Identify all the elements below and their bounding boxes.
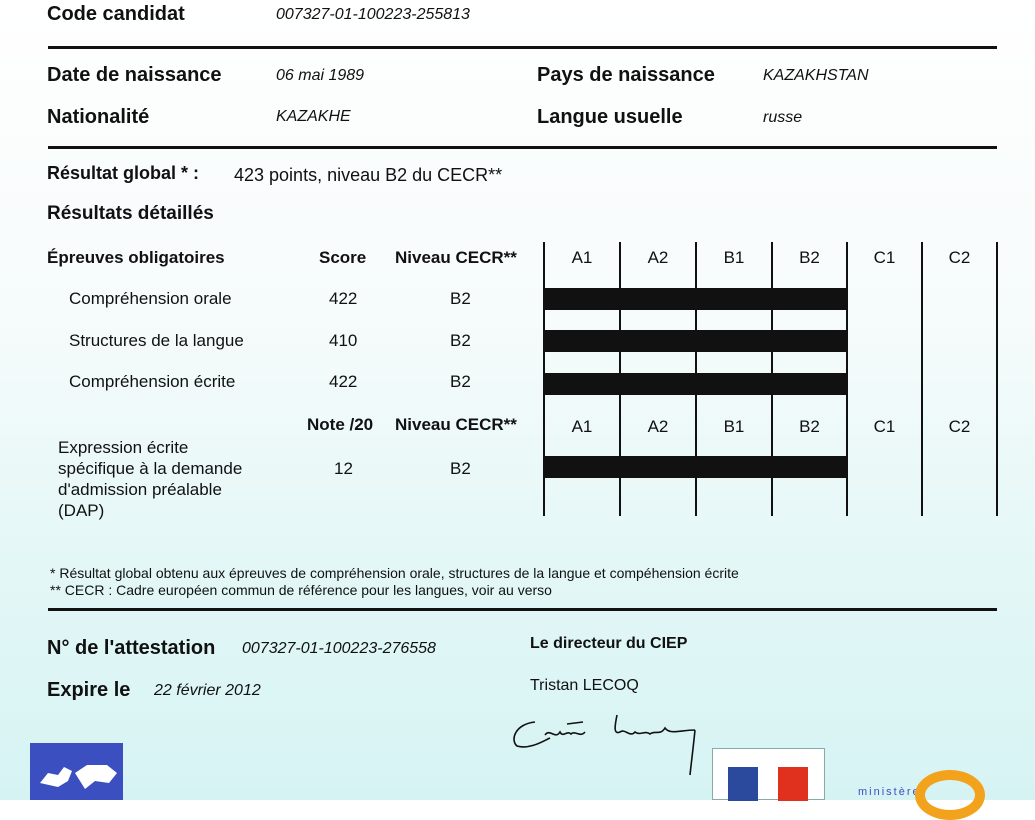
- row-score: 422: [329, 289, 358, 308]
- row-level: B2: [450, 331, 471, 350]
- expiry-value: 22 février 2012: [154, 682, 261, 699]
- ciep-logo: [30, 743, 123, 800]
- level-bar: [544, 330, 847, 352]
- director-name: Tristan LECOQ: [530, 677, 639, 694]
- divider: [48, 146, 997, 149]
- divider: [48, 608, 997, 611]
- level-label: A1: [571, 417, 593, 436]
- note-header: Note /20: [307, 415, 374, 434]
- expiry-label: Expire le: [47, 679, 131, 701]
- level-label: B2: [799, 417, 820, 436]
- level-label: A2: [647, 417, 669, 436]
- birth-date-value: 06 mai 1989: [276, 67, 365, 84]
- dap-name-line: Expression écrite: [58, 438, 189, 457]
- row-name: Compréhension écrite: [69, 372, 236, 391]
- level-label: A1: [571, 248, 593, 267]
- level-label: A2: [647, 248, 669, 267]
- level-label: C1: [873, 417, 896, 436]
- grid-line: [921, 242, 923, 516]
- dap-name: Expression écrite spécifique à la demand…: [58, 437, 242, 521]
- attestation-value: 007327-01-100223-276558: [242, 640, 436, 657]
- level-bar: [544, 288, 847, 310]
- row-score: 410: [329, 331, 358, 350]
- dap-note: 12: [334, 459, 353, 478]
- footnote: ** CECR : Cadre européen commun de référ…: [50, 582, 552, 598]
- dap-level: B2: [450, 459, 471, 478]
- level-label: B2: [799, 248, 820, 267]
- grid-line: [846, 242, 848, 516]
- row-score: 422: [329, 372, 358, 391]
- footnote: * Résultat global obtenu aux épreuves de…: [50, 565, 739, 581]
- ministry-text: ministère: [858, 786, 921, 798]
- language-label: Langue usuelle: [537, 106, 683, 128]
- nationality-label: Nationalité: [47, 106, 150, 128]
- level-label: B1: [723, 417, 745, 436]
- row-level: B2: [450, 372, 471, 391]
- level-label: C2: [948, 417, 971, 436]
- code-candidat-label: Code candidat: [47, 3, 185, 25]
- score-header: Score: [319, 248, 367, 267]
- row-name: Compréhension orale: [69, 289, 232, 308]
- dap-name-line: d'admission préalable: [58, 480, 222, 499]
- grid-line: [996, 242, 998, 516]
- republique-francaise-logo: [712, 748, 825, 801]
- global-result-label: Résultat global * :: [47, 163, 200, 183]
- dap-level-header: Niveau CECR**: [395, 415, 517, 434]
- language-value: russe: [763, 109, 803, 126]
- level-label: C1: [873, 248, 896, 267]
- divider: [48, 46, 997, 49]
- detailed-results-title: Résultats détaillés: [47, 203, 214, 224]
- level-bar: [544, 456, 847, 478]
- global-result-value: 423 points, niveau B2 du CECR**: [234, 165, 503, 185]
- level-bar: [544, 373, 847, 395]
- nationality-value: KAZAKHE: [276, 108, 351, 125]
- mandatory-header: Épreuves obligatoires: [47, 248, 225, 267]
- signature: [513, 714, 696, 776]
- level-label: B1: [723, 248, 745, 267]
- dap-name-line: spécifique à la demande: [58, 459, 243, 478]
- row-level: B2: [450, 289, 471, 308]
- birth-date-label: Date de naissance: [47, 64, 222, 86]
- row-name: Structures de la langue: [69, 331, 244, 350]
- birth-country-label: Pays de naissance: [537, 64, 715, 86]
- education-logo: [915, 770, 985, 820]
- level-header: Niveau CECR**: [395, 248, 517, 267]
- dap-name-line: (DAP): [58, 501, 105, 520]
- birth-country-value: KAZAKHSTAN: [763, 67, 869, 84]
- attestation-label: N° de l'attestation: [47, 637, 216, 659]
- code-candidat-value: 007327-01-100223-255813: [276, 6, 470, 23]
- level-label: C2: [948, 248, 971, 267]
- director-title: Le directeur du CIEP: [530, 635, 688, 652]
